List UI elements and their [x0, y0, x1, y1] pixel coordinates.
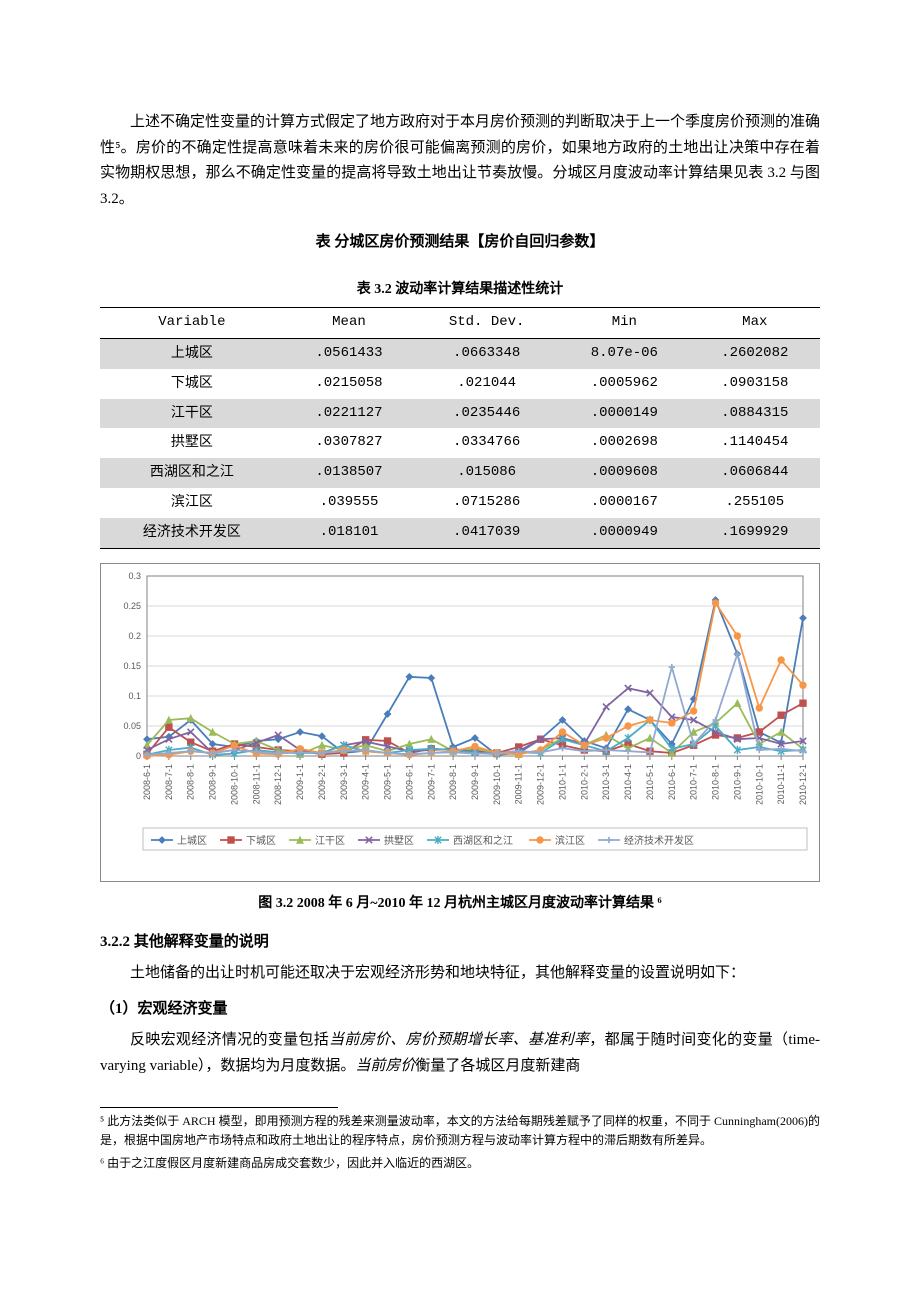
svg-text:2009-6-1: 2009-6-1 [404, 764, 414, 800]
svg-text:2009-3-1: 2009-3-1 [339, 764, 349, 800]
table-row: 下城区.0215058.021044.0005962.0903158 [100, 369, 820, 399]
footnote-5: ⁵ 此方法类似于 ARCH 模型，即用预测方程的残差来测量波动率，本文的方法给每… [100, 1112, 820, 1149]
svg-text:2009-11-1: 2009-11-1 [514, 764, 524, 804]
table-heading-1: 表 分城区房价预测结果【房价自回归参数】 [100, 230, 820, 256]
table-row: 江干区.0221127.0235446.0000149.0884315 [100, 399, 820, 429]
p3b: 当前房价、房价预期增长率、基准利率 [329, 1032, 589, 1048]
svg-text:2009-5-1: 2009-5-1 [383, 764, 393, 800]
svg-text:西湖区和之江: 西湖区和之江 [453, 834, 513, 847]
table-header: Std. Dev. [414, 308, 559, 339]
svg-text:2008-11-1: 2008-11-1 [251, 764, 261, 804]
section-3-2-2: 3.2.2 其他解释变量的说明 [100, 930, 820, 956]
svg-text:2010-11-1: 2010-11-1 [776, 764, 786, 804]
svg-text:0.05: 0.05 [123, 721, 141, 731]
svg-text:2010-2-1: 2010-2-1 [579, 764, 589, 800]
svg-text:2009-9-1: 2009-9-1 [470, 764, 480, 800]
svg-text:2009-8-1: 2009-8-1 [448, 764, 458, 800]
p3e: 衡量了各城区月度新建商 [415, 1058, 580, 1074]
figure-caption: 图 3.2 2008 年 6 月~2010 年 12 月杭州主城区月度波动率计算… [100, 892, 820, 916]
table-row: 拱墅区.0307827.0334766.0002698.1140454 [100, 428, 820, 458]
svg-text:2009-4-1: 2009-4-1 [361, 764, 371, 800]
volatility-chart: 0 0.05 0.1 0.15 0.2 0.25 0.3 2008-6-1 2008-7-1 20… [100, 563, 820, 883]
svg-text:江干区: 江干区 [315, 835, 345, 847]
table-caption: 表 3.2 波动率计算结果描述性统计 [100, 278, 820, 302]
p3d: 当前房价 [355, 1058, 415, 1074]
stats-table: VariableMeanStd. Dev.MinMax 上城区.0561433.… [100, 307, 820, 548]
table-header: Variable [100, 308, 284, 339]
svg-text:0: 0 [136, 751, 141, 761]
svg-text:0.25: 0.25 [123, 601, 141, 611]
svg-text:2008-10-1: 2008-10-1 [229, 764, 239, 805]
svg-text:2009-10-1: 2009-10-1 [492, 764, 502, 805]
svg-text:2009-7-1: 2009-7-1 [426, 764, 436, 800]
svg-text:滨江区: 滨江区 [555, 834, 585, 847]
table-row: 经济技术开发区.018101.0417039.0000949.1699929 [100, 518, 820, 548]
svg-text:2010-1-1: 2010-1-1 [557, 764, 567, 800]
table-row: 滨江区.039555.0715286.0000167.255105 [100, 488, 820, 518]
svg-text:2008-12-1: 2008-12-1 [273, 764, 283, 805]
subhead-macro: （1）宏观经济变量 [100, 997, 820, 1023]
svg-text:0.2: 0.2 [128, 631, 141, 641]
svg-text:2008-9-1: 2008-9-1 [208, 764, 218, 800]
svg-text:2010-6-1: 2010-6-1 [667, 764, 677, 800]
svg-text:2010-8-1: 2010-8-1 [711, 764, 721, 800]
table-row: 上城区.0561433.06633488.07e-06.2602082 [100, 339, 820, 369]
macro-paragraph: 反映宏观经济情况的变量包括当前房价、房价预期增长率、基准利率，都属于随时间变化的… [100, 1028, 820, 1079]
svg-text:0.1: 0.1 [128, 691, 141, 701]
svg-text:2009-12-1: 2009-12-1 [536, 764, 546, 805]
svg-text:0.3: 0.3 [128, 571, 141, 581]
footnote-6: ⁶ 由于之江度假区月度新建商品房成交套数少，因此并入临近的西湖区。 [100, 1154, 820, 1173]
svg-text:2010-5-1: 2010-5-1 [645, 764, 655, 800]
svg-text:2009-1-1: 2009-1-1 [295, 764, 305, 800]
intro-paragraph: 上述不确定性变量的计算方式假定了地方政府对于本月房价预测的判断取决于上一个季度房… [100, 110, 820, 212]
footnote-separator [100, 1107, 338, 1108]
svg-text:上城区: 上城区 [177, 835, 207, 847]
svg-text:拱墅区: 拱墅区 [384, 834, 414, 847]
table-row: 西湖区和之江.0138507.015086.0009608.0606844 [100, 458, 820, 488]
svg-text:下城区: 下城区 [246, 835, 276, 847]
svg-text:2010-3-1: 2010-3-1 [601, 764, 611, 800]
p3a: 反映宏观经济情况的变量包括 [130, 1032, 329, 1048]
svg-text:2010-10-1: 2010-10-1 [754, 764, 764, 805]
table-header: Min [559, 308, 689, 339]
table-header: Mean [284, 308, 414, 339]
table-header: Max [690, 308, 820, 339]
svg-text:2010-4-1: 2010-4-1 [623, 764, 633, 800]
svg-text:2010-7-1: 2010-7-1 [689, 764, 699, 800]
section-desc: 土地储备的出让时机可能还取决于宏观经济形势和地块特征，其他解释变量的设置说明如下… [100, 961, 820, 987]
svg-text:2008-7-1: 2008-7-1 [164, 764, 174, 800]
svg-text:经济技术开发区: 经济技术开发区 [624, 834, 694, 847]
svg-text:0.15: 0.15 [123, 661, 141, 671]
svg-text:2010-9-1: 2010-9-1 [732, 764, 742, 800]
svg-text:2010-12-1: 2010-12-1 [798, 764, 808, 805]
svg-text:2008-6-1: 2008-6-1 [142, 764, 152, 800]
svg-text:2009-2-1: 2009-2-1 [317, 764, 327, 800]
svg-text:2008-8-1: 2008-8-1 [186, 764, 196, 800]
